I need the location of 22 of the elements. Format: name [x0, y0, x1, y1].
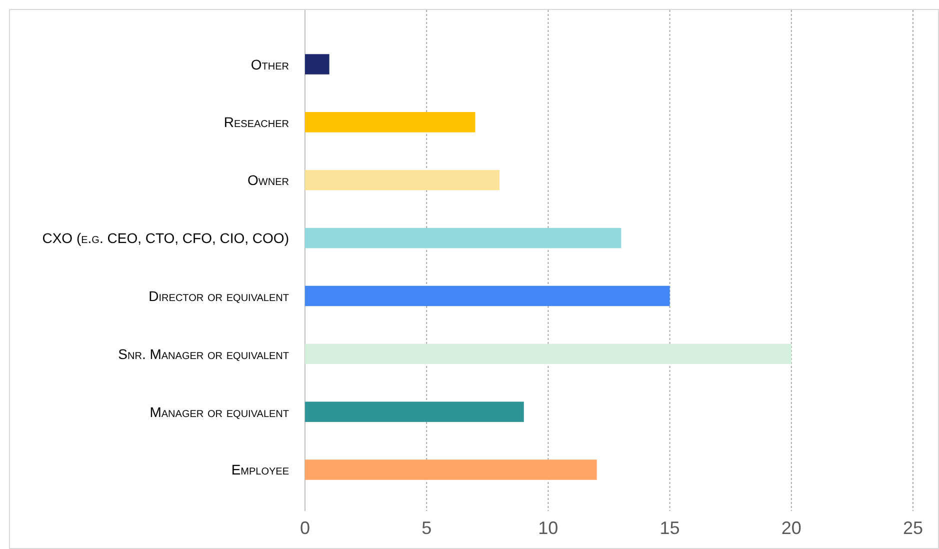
bar — [305, 344, 792, 364]
bar — [305, 54, 330, 74]
y-tick-label: Owner — [248, 172, 289, 188]
y-tick-label: Director or equivalent — [148, 288, 289, 304]
bar — [305, 402, 524, 422]
x-tick-label: 25 — [902, 518, 924, 538]
y-tick-label: Snr. Manager or equivalent — [118, 346, 289, 362]
bar — [305, 170, 500, 190]
y-tick-label: Other — [250, 56, 289, 72]
bar — [305, 112, 476, 132]
x-tick-label: 15 — [660, 518, 680, 538]
x-tick-label: 20 — [781, 518, 802, 538]
y-tick-label: Employee — [231, 462, 290, 478]
x-tick-label: 5 — [422, 518, 432, 538]
bar — [305, 460, 597, 480]
bar — [305, 228, 622, 248]
x-tick-label: 0 — [300, 518, 310, 538]
x-tick-label: 10 — [538, 518, 558, 538]
y-tick-label: Reseacher — [224, 114, 289, 130]
y-tick-label: Manager or equivalent — [150, 404, 289, 420]
bar — [305, 286, 670, 306]
y-tick-label: CXO (e.g. CEO, CTO, CFO, CIO, COO) — [42, 230, 289, 246]
